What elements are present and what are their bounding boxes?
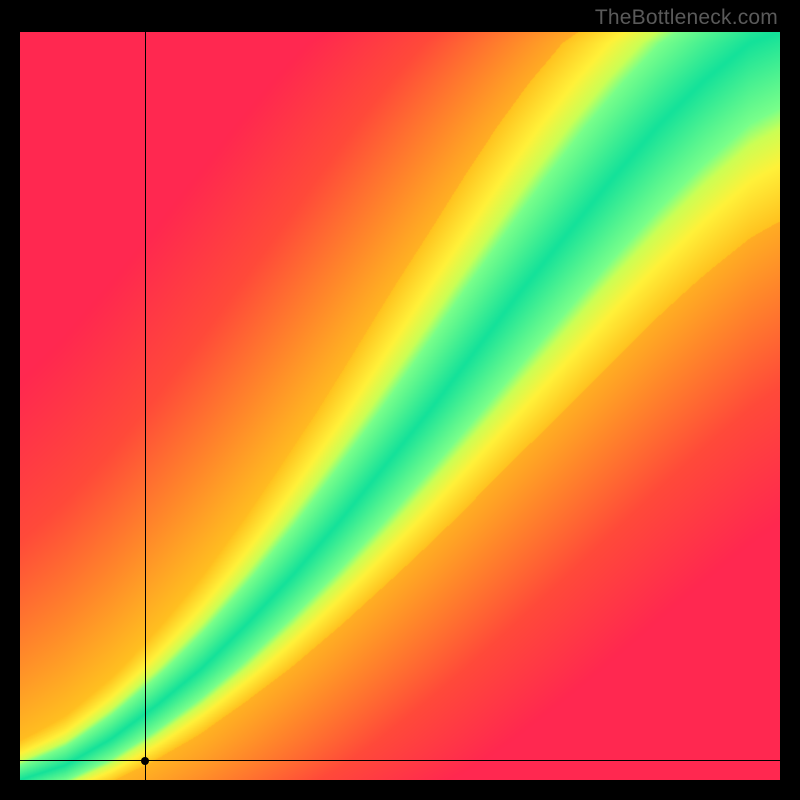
watermark-text: TheBottleneck.com bbox=[595, 6, 778, 30]
heatmap-canvas bbox=[20, 32, 780, 780]
crosshair-vertical-line bbox=[145, 32, 146, 780]
heatmap-plot bbox=[20, 32, 780, 780]
crosshair-marker-dot bbox=[141, 757, 149, 765]
crosshair-horizontal-line bbox=[20, 760, 780, 761]
